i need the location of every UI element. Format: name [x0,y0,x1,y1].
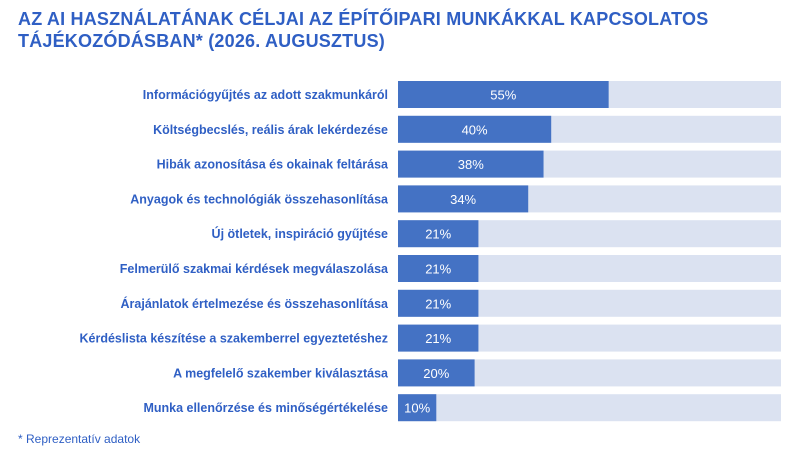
data-label: 40% [462,122,488,137]
chart-title-line-1: AZ AI HASZNÁLATÁNAK CÉLJAI AZ ÉPÍTŐIPARI… [18,9,709,29]
category-label: Hibák azonosítása és okainak feltárása [157,158,389,172]
bar [398,220,479,248]
bar-row: Anyagok és technológiák összehasonlítása… [130,185,781,213]
category-label: Költségbecslés, reális árak lekérdezése [153,123,388,137]
category-label: Árajánlatok értelmezése és összehasonlít… [121,296,390,311]
category-label: Új ötletek, inspiráció gyűjtése [212,226,388,241]
bar-row: Árajánlatok értelmezése és összehasonlít… [121,289,781,317]
bar [398,115,552,143]
bar-track [398,394,781,422]
data-label: 10% [404,401,430,416]
category-label: Anyagok és technológiák összehasonlítása [130,192,389,206]
data-label: 55% [490,88,516,103]
bar-row: A megfelelő szakember kiválasztása 20% [173,359,781,387]
data-label: 21% [425,262,451,277]
data-label: 34% [450,192,476,207]
bar [398,289,479,317]
bar [398,324,479,352]
bar-row: Hibák azonosítása és okainak feltárása 38… [157,150,781,178]
category-label: A megfelelő szakember kiválasztása [173,366,389,380]
bar-row: Kérdéslista készítése a szakemberrel egy… [79,324,781,352]
data-label: 20% [423,366,449,381]
bar-row: Felmerülő szakmai kérdések megválaszolás… [120,255,781,282]
footnote: * Reprezentatív adatok [18,432,141,446]
bar-row: Munka ellenőrzése és minőségértékelése 10… [143,394,781,422]
bar-row: Információgyűjtés az adott szakmunkáról 5… [143,81,781,108]
bar [398,394,437,422]
data-label: 21% [425,296,451,311]
category-label: Munka ellenőrzése és minőségértékelése [143,401,388,415]
category-label: Kérdéslista készítése a szakemberrel egy… [79,332,388,346]
chart-title: AZ AI HASZNÁLATÁNAK CÉLJAI AZ ÉPÍTŐIPARI… [18,8,778,52]
bar [398,185,529,213]
bar-row: Új ötletek, inspiráció gyűjtése 21% [212,220,781,248]
bar [398,150,544,178]
bar [398,255,479,282]
category-label: Információgyűjtés az adott szakmunkáról [143,88,388,102]
bar-row: Költségbecslés, reális árak lekérdezése 4… [153,115,781,143]
data-label: 21% [425,227,451,242]
bar [398,81,609,108]
bar [398,359,475,387]
data-label: 21% [425,331,451,346]
data-label: 38% [458,157,484,172]
category-label: Felmerülő szakmai kérdések megválaszolás… [120,262,389,276]
chart-title-line-2: TÁJÉKOZÓDÁSBAN* (2026. AUGUSZTUS) [18,31,385,51]
